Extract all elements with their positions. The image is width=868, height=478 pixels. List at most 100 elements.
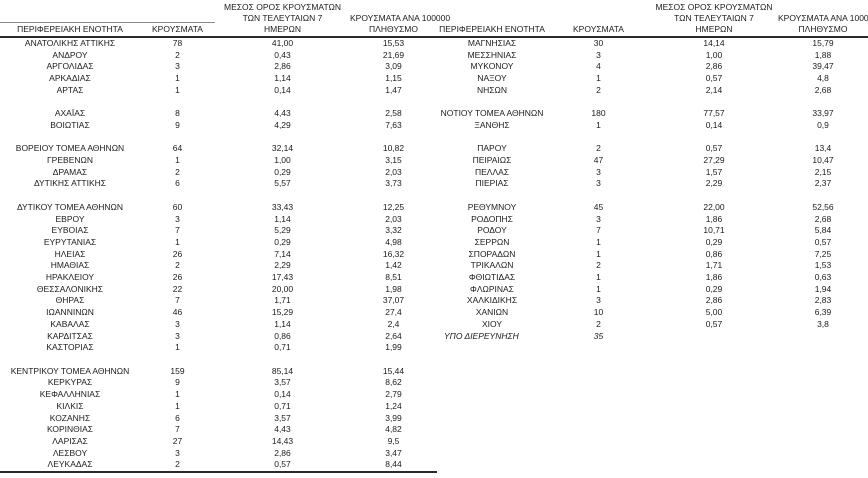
cell-regional-unit: ΔΡΑΜΑΣ [52,166,88,177]
table-row: ΚΑΣΤΟΡΙΑΣ 1 0,71 1,99 [0,342,437,354]
table-row: ΒΟΡΕΙΟΥ ΤΟΜΕΑ ΑΘΗΝΩΝ 64 32,14 10,82 [0,143,437,155]
cell-regional-unit: ΗΛΕΙΑΣ [54,248,86,259]
cell-avg-7day: 0,86 [705,248,723,259]
cell-avg-7day: 0,71 [274,342,291,353]
cell-per-100k: 2,15 [814,166,832,177]
cell-per-100k: 1,42 [385,260,402,271]
cell-regional-unit: ΑΝΔΡΟΥ [52,49,88,60]
cell-regional-unit [0,132,140,144]
cell-per-100k: 1,47 [385,84,402,95]
cell-avg-7day [215,190,350,202]
table-row: ΣΠΟΡΑΔΩΝ 1 0,86 7,25 [437,249,868,261]
table-row: ΜΑΓΝΗΣΙΑΣ 30 14,14 15,79 [437,37,868,50]
cell-per-100k: 1,99 [385,342,402,353]
cell-regional-unit: ΚΟΖΑΝΗΣ [49,412,91,423]
cell-cases: 3 [175,330,180,341]
cell-regional-unit: ΞΑΝΘΗΣ [474,119,510,130]
header-per-100k: ΚΡΟΥΣΜΑΤΑ ΑΝΑ 100000 ΠΛΗΘΥΣΜΟ [350,0,450,38]
cell-per-100k: 15,44 [382,365,405,376]
cell-avg-7day: 0,14 [274,84,291,95]
cell-avg-7day: 0,14 [705,119,723,130]
table-row: ΚΟΡΙΝΘΙΑΣ 7 4,43 4,82 [0,424,437,436]
cell-avg-7day: 15,29 [271,307,294,318]
cell-avg-7day: 5,57 [274,178,291,189]
cell-per-100k: 3,15 [385,155,402,166]
cell-per-100k: 7,25 [814,248,832,259]
cell-cases: 1 [596,119,601,130]
cell-per-100k: 3,99 [385,412,402,423]
cell-regional-unit: ΗΡΑΚΛΕΙΟΥ [45,272,95,283]
cell-cases: 7 [175,225,180,236]
cell-regional-unit: ΠΑΡΟΥ [477,143,507,154]
cell-per-100k: 2,37 [814,178,832,189]
cell-regional-unit [437,190,547,202]
cell-avg-7day: 0,29 [705,236,723,247]
table-row: ΗΛΕΙΑΣ 26 7,14 16,32 [0,249,437,261]
table-row: ΝΗΣΩΝ 2 2,14 2,68 [437,85,868,97]
cell-cases: 1 [596,236,601,247]
cell-cases: 26 [172,272,183,283]
cell-cases: 3 [175,447,180,458]
cell-regional-unit: ΑΡΓΟΛΙΔΑΣ [46,61,94,72]
table-row: ΚΕΦΑΛΛΗΝΙΑΣ 1 0,14 2,79 [0,389,437,401]
cell-regional-unit: ΝΟΤΙΟΥ ΤΟΜΕΑ ΑΘΗΝΩΝ [440,108,544,119]
table-row [437,132,868,144]
table-row: ΔΥΤΙΚΟΥ ΤΟΜΕΑ ΑΘΗΝΩΝ 60 33,43 12,25 [0,202,437,214]
table-row: ΑΡΤΑΣ 1 0,14 1,47 [0,85,437,97]
cell-regional-unit: ΧΑΝΙΩΝ [475,307,509,318]
table-row: ΧΙΟΥ 2 0,57 3,8 [437,319,868,331]
cell-regional-unit: ΡΟΔΟΥ [477,225,507,236]
cell-avg-7day [650,132,778,144]
cell-per-100k: 2,03 [385,166,402,177]
cell-regional-unit: ΚΑΡΔΙΤΣΑΣ [47,330,93,341]
cell-regional-unit: ΚΕΝΤΡΙΚΟΥ ΤΟΜΕΑ ΑΘΗΝΩΝ [10,365,130,376]
cell-cases [140,132,215,144]
table-row: ΑΡΓΟΛΙΔΑΣ 3 2,86 3,09 [0,61,437,73]
cell-regional-unit: ΘΗΡΑΣ [55,295,85,306]
table-row: ΑΧΑΪΑΣ 8 4,43 2,58 [0,108,437,120]
cell-per-100k: 1,15 [385,73,402,84]
header-avg-7day: ΜΕΣΟΣ ΟΡΟΣ ΚΡΟΥΣΜΑΤΩΝ ΤΩΝ ΤΕΛΕΥΤΑΙΩΝ 7 Η… [215,0,350,38]
cell-avg-7day: 20,00 [271,283,294,294]
cell-regional-unit: ΒΟΡΕΙΟΥ ΤΟΜΕΑ ΑΘΗΝΩΝ [15,143,125,154]
cell-per-100k: 3,09 [385,61,402,72]
cell-per-100k: 37,07 [382,295,405,306]
table-row: ΙΩΑΝΝΙΝΩΝ 46 15,29 27,4 [0,307,437,319]
cell-regional-unit: ΚΑΒΑΛΑΣ [50,318,90,329]
cell-cases: 46 [172,307,183,318]
cell-cases: 78 [172,38,183,48]
cell-cases: 1 [175,389,180,400]
table-row: ΕΥΒΟΙΑΣ 7 5,29 3,32 [0,225,437,237]
cell-avg-7day: 85,14 [271,365,294,376]
cell-cases: 1 [175,400,180,411]
table-row: ΡΟΔΟΥ 7 10,71 5,84 [437,225,868,237]
cell-cases: 3 [596,49,601,60]
cell-avg-7day: 1,71 [274,295,291,306]
cell-regional-unit [0,97,140,109]
cell-cases: 1 [596,272,601,283]
cell-per-100k: 2,83 [814,295,832,306]
cell-regional-unit: ΝΗΣΩΝ [476,84,508,95]
table-row [0,190,437,202]
table-row: ΛΕΥΚΑΔΑΣ 2 0,57 8,44 [0,459,437,472]
table-row: ΝΟΤΙΟΥ ΤΟΜΕΑ ΑΘΗΝΩΝ 180 77,57 33,97 [437,108,868,120]
cell-cases: 1 [175,84,180,95]
cell-regional-unit: ΚΕΡΚΥΡΑΣ [47,377,93,388]
cell-avg-7day: 1,14 [274,73,291,84]
cell-per-100k: 10,47 [812,155,834,166]
cell-cases: 3 [596,213,601,224]
table-row: ΞΑΝΘΗΣ 1 0,14 0,9 [437,120,868,132]
cell-regional-unit: ΕΥΒΟΙΑΣ [51,225,89,236]
cell-regional-unit: ΛΕΥΚΑΔΑΣ [47,459,93,470]
cell-cases [547,132,650,144]
header-top-rule [0,22,215,23]
cell-per-100k: 27,4 [385,307,402,318]
cell-avg-7day [215,97,350,109]
cell-avg-7day: 1,57 [705,166,723,177]
cell-regional-unit: ΙΩΑΝΝΙΝΩΝ [46,307,94,318]
cell-per-100k: 2,68 [814,213,832,224]
cell-cases: 10 [593,307,604,318]
cell-avg-7day: 0,57 [705,73,723,84]
cell-cases: 180 [591,108,606,119]
cell-cases: 2 [596,318,601,329]
